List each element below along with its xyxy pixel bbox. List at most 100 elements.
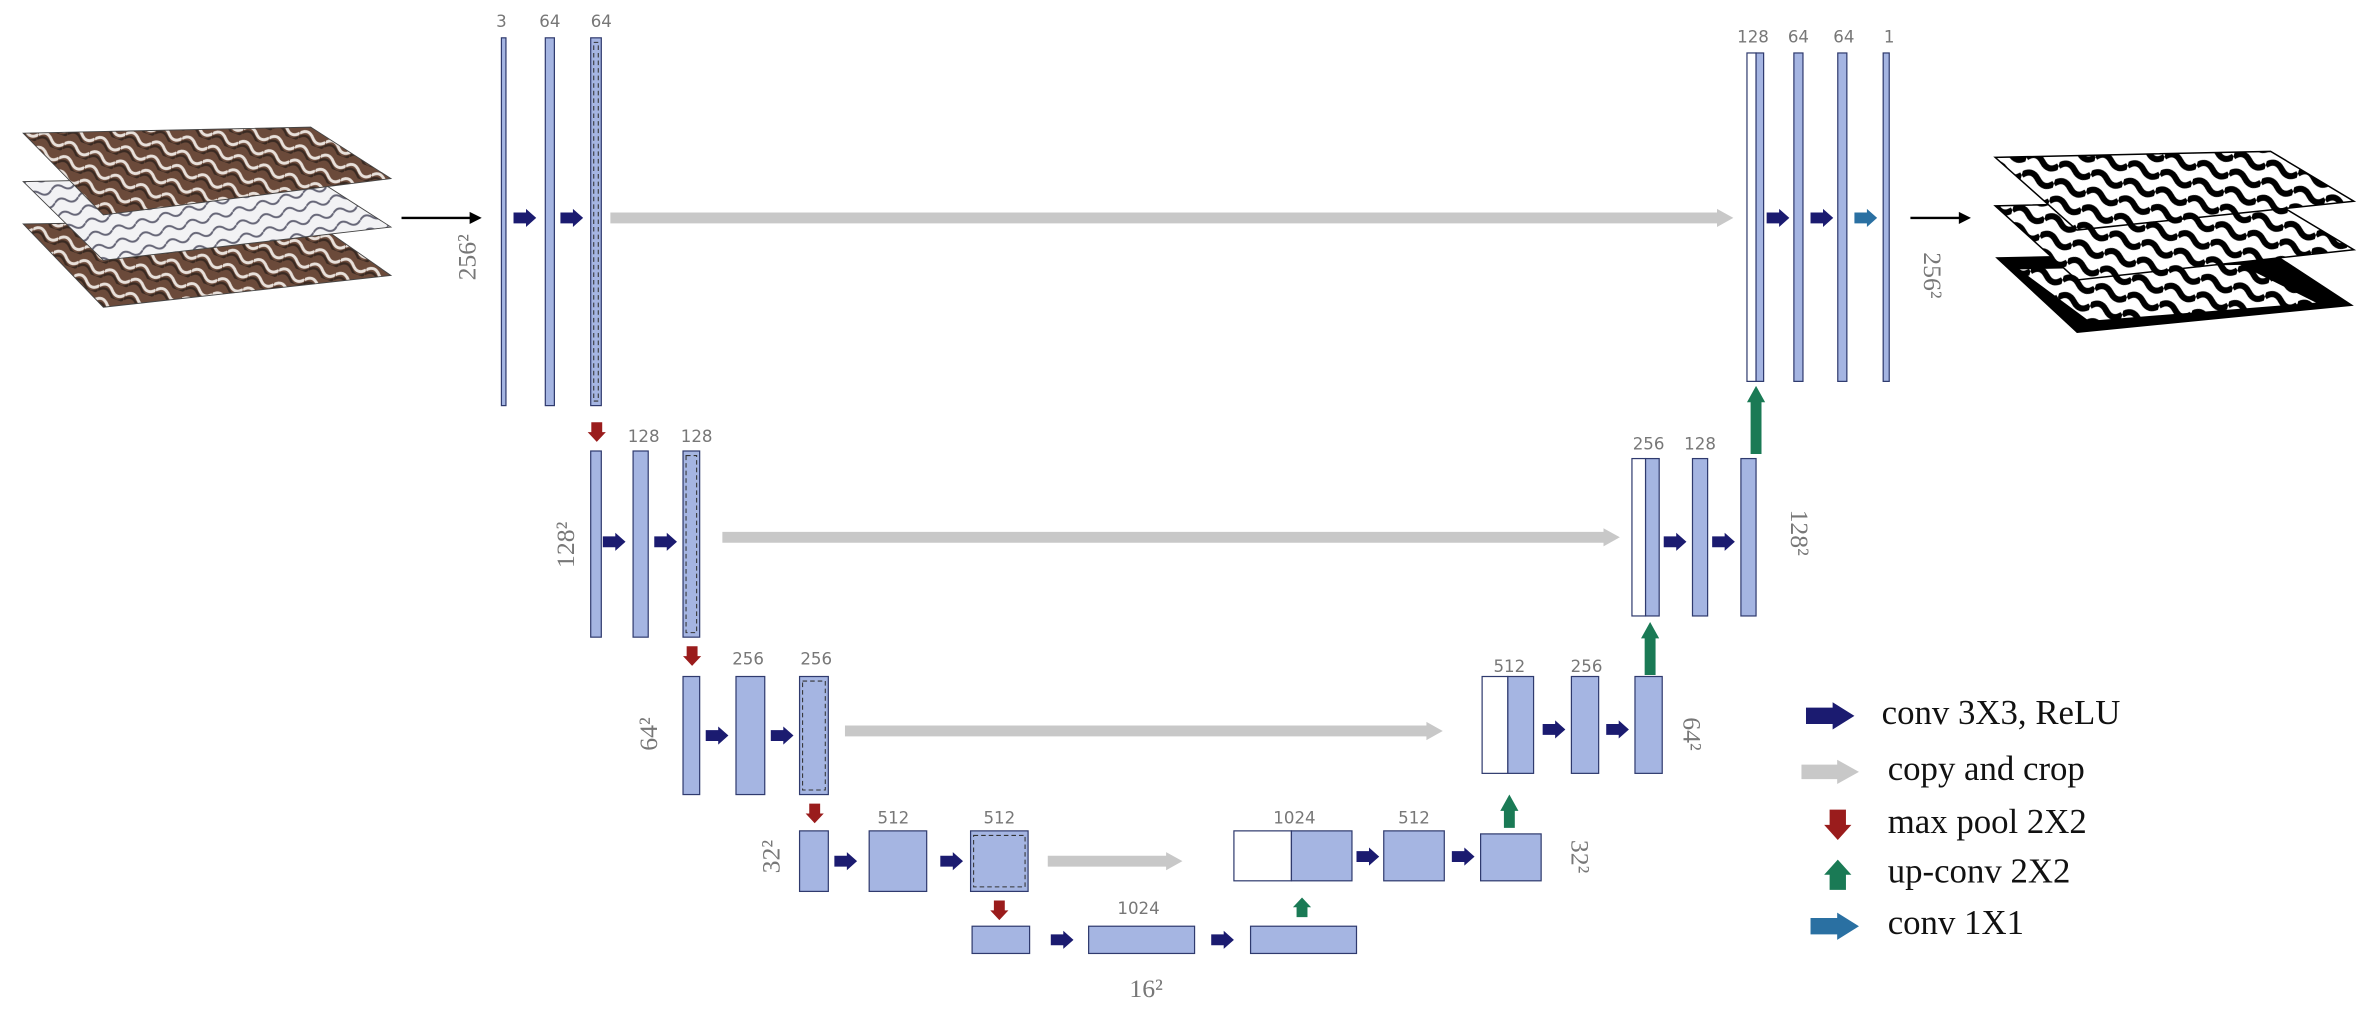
conv-arrow [1451,847,1475,866]
crop-region [593,41,599,402]
feature-map [798,675,829,796]
copy-arrow [1047,852,1183,871]
size-label: 256² [453,234,482,281]
channel-label: 1024 [1273,808,1315,827]
channel-label: 512 [1493,657,1525,676]
conv-arrow [654,532,677,551]
legend-upconv-arrow [1824,859,1852,890]
channel-label: 256 [1571,657,1603,676]
copied-map [1631,457,1647,617]
channel-label: 512 [878,808,910,827]
feature-map [1507,675,1535,774]
copied-map [1233,830,1293,882]
size-label: 256² [1918,252,1947,299]
upconv-arrow [1500,794,1519,828]
feature-map [500,37,507,407]
legend-label: conv 1X1 [1888,903,2024,942]
feature-map [969,830,1029,893]
pool-arrow [587,422,606,442]
upconv-arrow [1641,622,1660,675]
crop-region [685,455,698,634]
channel-label: 512 [983,808,1015,827]
feature-map [1837,52,1848,382]
conv-arrow [940,852,964,871]
input-image [22,126,393,308]
conv-arrow [1606,720,1629,739]
feature-map [1480,833,1542,882]
size-label: 16² [1129,974,1163,1003]
feature-map [682,450,701,638]
size-label: 32² [757,840,786,874]
legend-label: copy and crop [1888,749,2085,788]
channel-label: 64 [591,12,612,31]
conv-arrow [1211,930,1234,949]
feature-map [682,675,701,796]
channel-label: 1 [1884,27,1895,46]
pool-arrow [683,646,702,666]
channel-label: 3 [496,12,507,31]
size-label: 32² [1566,840,1595,874]
legend-conv-arrow [1805,702,1855,730]
channel-label: 64 [1833,27,1854,46]
feature-map [1882,52,1890,382]
channel-label: 128 [1684,434,1716,453]
feature-map [798,830,829,893]
upconv-arrow [1292,897,1312,918]
conv-arrow [1766,208,1790,228]
legend-label: conv 3X3, ReLU [1882,693,2121,732]
size-label: 64² [634,717,663,751]
conv1x1-arrow [1854,208,1878,228]
conv-arrow [1356,847,1380,866]
copied-map [1481,675,1509,774]
channel-label: 64 [1788,27,1809,46]
channel-label: 128 [681,427,713,446]
size-label: 64² [1678,717,1707,751]
size-label: 128² [551,521,580,568]
conv-arrow [1712,532,1735,551]
legend-pool-arrow [1824,809,1852,840]
pool-arrow [990,900,1009,921]
upconv-arrow [1746,385,1766,455]
feature-map [1383,830,1445,882]
feature-map [544,37,555,407]
conv-arrow [560,208,584,228]
feature-map [1740,457,1757,617]
feature-map [590,37,602,407]
feature-map [868,830,928,893]
feature-map [632,450,649,638]
legend-label: up-conv 2X2 [1888,852,2071,891]
channel-label: 256 [732,649,764,668]
feature-map [1634,675,1663,774]
channel-label: 256 [1633,434,1665,453]
pool-arrow [805,803,824,824]
conv-arrow [1542,720,1566,739]
feature-map [1691,457,1709,617]
channel-label: 128 [1737,27,1769,46]
channel-label: 64 [539,12,560,31]
feature-map [1249,925,1358,955]
copy-arrow [610,208,1734,228]
feature-map [1644,457,1660,617]
conv-arrow [1050,930,1074,949]
conv-arrow [770,726,794,745]
feature-map [971,925,1031,955]
size-label: 128² [1785,510,1814,557]
feature-map [735,675,766,796]
conv-arrow [513,208,537,228]
feature-map [590,450,602,638]
legend-conv1x1-arrow [1810,912,1859,940]
copy-arrow [844,721,1443,741]
channel-label: 128 [628,427,660,446]
output-image [1993,150,2357,333]
channel-label: 256 [800,649,832,668]
legend-label: max pool 2X2 [1888,802,2087,841]
copied-map [1746,52,1757,382]
conv-arrow [834,852,858,871]
channel-label: 512 [1398,808,1430,827]
feature-map [1570,675,1600,774]
crop-region [973,834,1026,888]
feature-map [1755,52,1765,382]
crop-region [802,680,826,791]
conv-arrow [1810,208,1834,228]
